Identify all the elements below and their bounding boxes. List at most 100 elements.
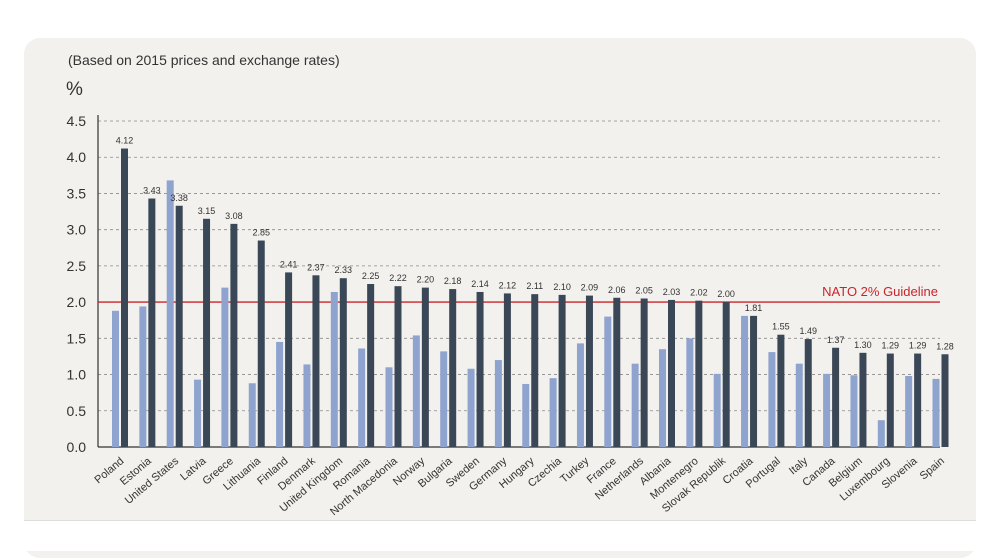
bar-latest bbox=[558, 294, 566, 447]
bar-earlier bbox=[112, 310, 119, 447]
bar-latest bbox=[175, 205, 183, 447]
bar-latest bbox=[668, 299, 675, 447]
y-tick-label: 4.0 bbox=[67, 149, 87, 165]
bar-earlier bbox=[686, 338, 694, 447]
bar-earlier bbox=[549, 378, 557, 447]
bar-latest bbox=[148, 198, 156, 447]
bar-earlier bbox=[440, 351, 448, 447]
chart-subtitle: (Based on 2015 prices and exchange rates… bbox=[68, 52, 340, 68]
bar-latest bbox=[394, 286, 402, 447]
bar-latest bbox=[859, 352, 867, 447]
bar-earlier bbox=[877, 420, 885, 447]
bar-earlier bbox=[713, 373, 721, 447]
y-tick-label: 0.5 bbox=[67, 403, 87, 419]
data-label: 2.03 bbox=[663, 287, 681, 297]
data-label: 3.43 bbox=[143, 186, 161, 196]
bar-earlier bbox=[494, 360, 502, 447]
bar-earlier bbox=[467, 368, 475, 447]
bar-earlier bbox=[795, 363, 803, 447]
bar-latest bbox=[339, 278, 347, 447]
bar-earlier bbox=[631, 363, 639, 447]
data-label: 1.28 bbox=[936, 341, 954, 351]
bar-latest bbox=[312, 275, 320, 447]
data-label: 2.14 bbox=[471, 279, 489, 289]
bar-latest bbox=[285, 272, 293, 447]
y-tick-label: 2.5 bbox=[67, 258, 87, 274]
bar-earlier bbox=[741, 315, 749, 447]
bar-latest bbox=[777, 334, 785, 447]
data-label: 1.55 bbox=[772, 322, 790, 332]
data-label: 2.85 bbox=[252, 228, 270, 238]
category-label: Spain bbox=[918, 455, 947, 482]
bar-latest bbox=[203, 218, 211, 447]
bar-latest bbox=[695, 300, 703, 447]
bar-earlier bbox=[905, 376, 913, 447]
bar-latest bbox=[886, 353, 894, 447]
category-label: Turkey bbox=[558, 455, 592, 486]
bar-earlier bbox=[358, 348, 366, 447]
y-tick-label: 1.0 bbox=[67, 367, 87, 383]
bar-latest bbox=[914, 353, 922, 447]
data-label: 1.49 bbox=[799, 326, 817, 336]
bar-latest bbox=[367, 284, 375, 447]
data-label: 2.22 bbox=[389, 273, 407, 283]
bar-earlier bbox=[522, 383, 530, 447]
bar-earlier bbox=[823, 373, 831, 447]
y-tick-label: 4.5 bbox=[67, 113, 87, 129]
data-label: 3.08 bbox=[225, 211, 243, 221]
data-label: 1.37 bbox=[827, 335, 845, 345]
data-label: 3.38 bbox=[170, 193, 188, 203]
bar-earlier bbox=[932, 378, 940, 447]
bar-latest bbox=[257, 240, 265, 447]
y-tick-label: 3.5 bbox=[67, 185, 87, 201]
data-label: 2.11 bbox=[526, 281, 543, 291]
bar-latest bbox=[832, 347, 840, 447]
bar-earlier bbox=[768, 352, 776, 447]
data-label: 2.20 bbox=[417, 275, 435, 285]
bar-earlier bbox=[385, 367, 393, 447]
bar-latest bbox=[449, 289, 457, 447]
y-tick-label: 2.0 bbox=[67, 294, 87, 310]
bar-latest bbox=[722, 302, 730, 447]
data-label: 2.37 bbox=[307, 262, 325, 272]
bar-earlier bbox=[604, 316, 612, 447]
data-label: 2.10 bbox=[553, 282, 571, 292]
bar-earlier bbox=[659, 349, 666, 447]
bar-latest bbox=[531, 294, 539, 447]
data-label: 2.00 bbox=[717, 289, 735, 299]
data-label: 2.33 bbox=[335, 265, 353, 275]
bar-latest bbox=[585, 295, 593, 447]
data-label: 2.06 bbox=[608, 285, 626, 295]
bar-latest bbox=[421, 287, 429, 447]
bar-earlier bbox=[576, 343, 584, 447]
data-label: 1.29 bbox=[909, 341, 927, 351]
y-tick-label: 3.0 bbox=[67, 222, 87, 238]
data-label: 1.81 bbox=[745, 303, 763, 313]
bar-latest bbox=[640, 298, 648, 447]
footer-panel bbox=[24, 520, 976, 551]
data-label: 2.09 bbox=[581, 283, 599, 293]
bar-latest bbox=[476, 291, 484, 447]
data-label: 2.02 bbox=[690, 288, 708, 298]
data-label: 2.41 bbox=[280, 259, 298, 269]
bar-earlier bbox=[850, 375, 858, 447]
data-label: 2.25 bbox=[362, 271, 380, 281]
data-label: 4.12 bbox=[116, 136, 134, 146]
bar-latest bbox=[121, 148, 128, 448]
data-label: 2.12 bbox=[499, 280, 517, 290]
data-label: 2.18 bbox=[444, 276, 462, 286]
bar-earlier bbox=[166, 180, 174, 447]
bar-earlier bbox=[139, 306, 147, 447]
data-label: 1.29 bbox=[882, 341, 900, 351]
data-label: 2.05 bbox=[635, 285, 653, 295]
bar-latest bbox=[941, 354, 949, 447]
bar-latest bbox=[503, 293, 511, 447]
bar-earlier bbox=[248, 383, 256, 447]
bar-latest bbox=[750, 315, 758, 447]
bar-earlier bbox=[303, 364, 311, 447]
bar-earlier bbox=[412, 335, 420, 447]
bar-latest bbox=[230, 223, 238, 447]
y-axis-unit: % bbox=[66, 79, 83, 100]
data-label: 1.30 bbox=[854, 340, 872, 350]
